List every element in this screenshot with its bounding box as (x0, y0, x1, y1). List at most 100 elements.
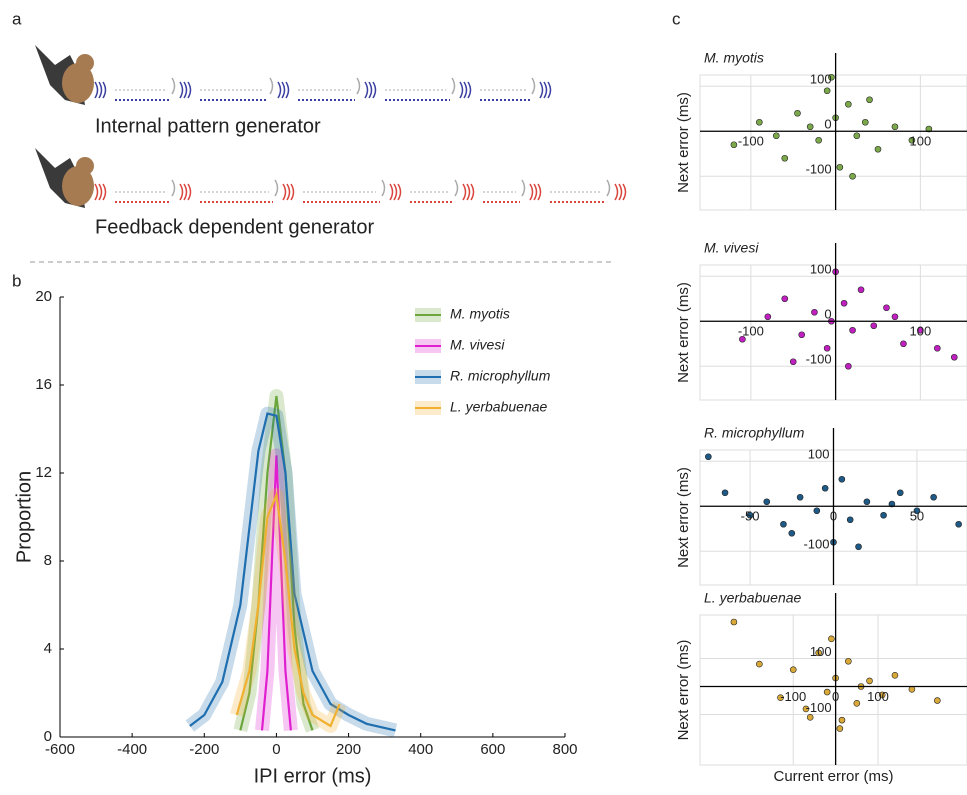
point (845, 100, 852, 108)
point (828, 635, 835, 643)
pulse-wave (277, 81, 282, 99)
pulse-wave (459, 81, 464, 99)
point (806, 714, 814, 721)
echo-wave (274, 179, 279, 197)
point (891, 671, 899, 679)
x-tick-label: 800 (552, 741, 577, 758)
point (764, 313, 772, 321)
echo-wave (521, 179, 526, 197)
y-tick-label: 8 (44, 552, 52, 569)
x-tick-label: 600 (480, 741, 505, 758)
point (806, 123, 814, 131)
point (930, 493, 937, 501)
point (781, 295, 789, 303)
x-tick-label: -400 (117, 741, 147, 758)
point (878, 691, 886, 699)
point (908, 136, 916, 144)
point (849, 326, 856, 334)
point (813, 507, 821, 515)
pulse-wave (529, 183, 534, 201)
pulse-wave (466, 183, 471, 201)
point (788, 529, 796, 537)
pulse-wave (463, 81, 468, 99)
point (853, 700, 861, 707)
point (883, 304, 890, 312)
y-tick-label: 100 (808, 447, 830, 462)
echo-wave (451, 77, 456, 95)
pulse-wave (94, 183, 99, 201)
point (802, 705, 810, 713)
pulse-wave (618, 183, 623, 201)
point (705, 453, 712, 461)
point (861, 118, 869, 126)
y-axis-label: Next error (ms) (675, 92, 692, 193)
panel-title: L. yerbabuenae (704, 590, 802, 606)
pulse-wave (467, 81, 472, 99)
point (721, 489, 729, 497)
point (863, 498, 871, 506)
panel-label: a (12, 9, 22, 28)
y-tick-label: 12 (35, 464, 52, 481)
y-tick-label: -100 (806, 162, 832, 177)
point (796, 493, 804, 501)
pulse-wave (102, 81, 107, 99)
point (913, 507, 921, 515)
point (845, 362, 852, 370)
point (756, 660, 763, 668)
point (870, 322, 878, 330)
y-tick-label: 20 (35, 288, 52, 305)
x-tick-label: 0 (830, 509, 837, 524)
x-tick-label: -100 (738, 324, 764, 339)
x-tick-label: 100 (867, 689, 889, 704)
legend-label: M. vivesi (450, 337, 505, 353)
pulse-wave (539, 81, 544, 99)
point (857, 286, 865, 294)
pulse-wave (179, 183, 184, 201)
panel-label: b (12, 271, 21, 290)
panel-title: M. vivesi (704, 240, 759, 256)
y-tick-label: 0 (44, 728, 52, 745)
point (917, 326, 924, 334)
pulse-wave (282, 183, 287, 201)
y-tick-label: 100 (810, 262, 832, 277)
y-tick-label: -100 (803, 537, 829, 552)
point (934, 344, 941, 352)
x-tick-label: -100 (738, 134, 764, 149)
pulse-wave (533, 183, 538, 201)
point (900, 340, 907, 348)
x-axis-label: IPI error (ms) (254, 765, 372, 787)
point (815, 649, 822, 657)
y-tick-label: 100 (810, 72, 832, 87)
pulse-wave (281, 81, 286, 99)
point (746, 511, 754, 519)
point (777, 694, 784, 702)
bat-icon (35, 148, 94, 208)
point (950, 353, 958, 361)
echo-wave (606, 179, 611, 197)
point (925, 125, 933, 133)
point (789, 358, 797, 366)
y-tick-label: 0 (824, 117, 831, 132)
point (815, 136, 822, 144)
y-tick-label: -100 (806, 700, 832, 715)
bat-icon (35, 45, 94, 105)
pulse-wave (470, 183, 475, 201)
pulse-wave (187, 183, 192, 201)
point (730, 618, 738, 626)
point (838, 475, 846, 483)
point (836, 163, 844, 171)
point (845, 657, 852, 665)
point (836, 725, 844, 732)
point (853, 132, 861, 140)
point (888, 500, 896, 508)
point (794, 109, 801, 117)
pulse-wave (364, 81, 369, 99)
point (821, 484, 829, 492)
x-tick-label: -200 (189, 741, 219, 758)
point (896, 489, 904, 497)
legend-label: R. microphyllum (450, 368, 551, 384)
pulse-wave (462, 183, 467, 201)
pulse-wave (393, 183, 398, 201)
point (756, 118, 763, 126)
point (811, 308, 818, 316)
